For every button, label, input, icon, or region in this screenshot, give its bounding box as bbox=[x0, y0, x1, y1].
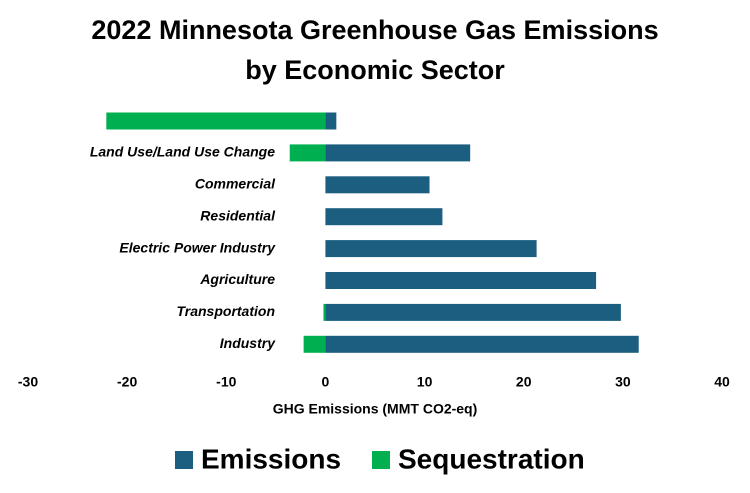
bar bbox=[325, 144, 471, 162]
bar bbox=[325, 240, 537, 258]
bar bbox=[325, 112, 337, 130]
y-tick-label: Land Use/Land Use Change bbox=[90, 144, 275, 160]
x-axis-title: GHG Emissions (MMT CO2-eq) bbox=[273, 401, 478, 417]
bar bbox=[303, 335, 326, 353]
legend-label: Emissions bbox=[201, 443, 341, 474]
x-tick-label: -20 bbox=[117, 374, 137, 390]
x-tick-label: 0 bbox=[322, 374, 330, 390]
bar bbox=[325, 335, 639, 353]
legend-swatch bbox=[175, 451, 193, 469]
y-tick-label: Commercial bbox=[195, 176, 276, 192]
y-tick-label: Residential bbox=[200, 207, 276, 223]
legend-label: Sequestration bbox=[398, 443, 585, 474]
y-tick-label: Agriculture bbox=[199, 271, 275, 287]
chart-title: 2022 Minnesota Greenhouse Gas Emissions … bbox=[91, 15, 659, 85]
bar bbox=[106, 112, 326, 130]
bar bbox=[325, 208, 443, 226]
bar bbox=[289, 144, 326, 162]
bar bbox=[323, 303, 326, 321]
legend-swatch bbox=[372, 451, 390, 469]
x-tick-label: -30 bbox=[18, 374, 38, 390]
x-tick-label: 20 bbox=[516, 374, 532, 390]
y-tick-label: Electric Power Industry bbox=[119, 239, 276, 255]
y-tick-label: Transportation bbox=[176, 303, 275, 319]
x-tick-label: 10 bbox=[417, 374, 433, 390]
x-tick-label: -10 bbox=[216, 374, 236, 390]
x-tick-label: 40 bbox=[714, 374, 730, 390]
bar bbox=[325, 176, 430, 194]
y-tick-label: Industry bbox=[220, 335, 276, 351]
bar bbox=[325, 303, 621, 321]
bar bbox=[325, 272, 597, 289]
x-tick-label: 30 bbox=[615, 374, 631, 390]
